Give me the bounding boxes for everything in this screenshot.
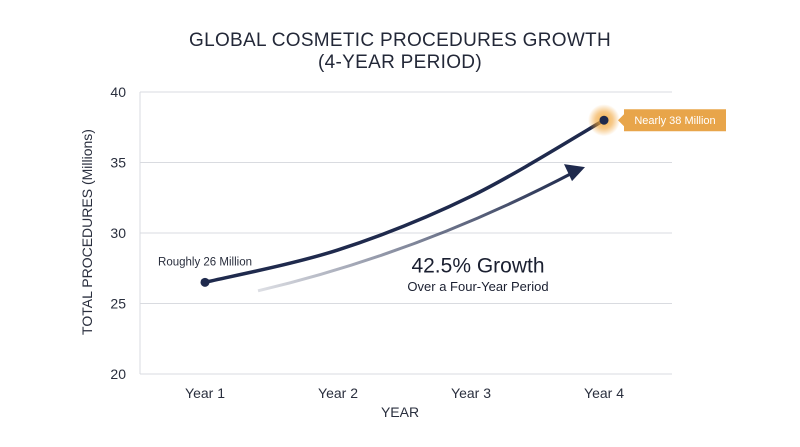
y-tick-label: 30 — [110, 225, 126, 241]
start-data-point — [200, 277, 210, 287]
x-tick-label: Year 4 — [584, 385, 624, 401]
x-tick-label: Year 2 — [318, 385, 358, 401]
end-value-callout: Nearly 38 Million — [618, 109, 726, 132]
y-tick-label: 35 — [110, 155, 126, 171]
y-tick-label: 25 — [110, 296, 126, 312]
end-data-point — [599, 115, 609, 125]
growth-subtext: Over a Four-Year Period — [407, 279, 548, 294]
y-axis-title: TOTAL PROCEDURES (Millions) — [79, 129, 95, 335]
x-tick-label: Year 3 — [451, 385, 491, 401]
chart-title: GLOBAL COSMETIC PROCEDURES GROWTH — [189, 30, 611, 51]
y-tick-label: 20 — [110, 366, 126, 382]
y-tick-label: 40 — [110, 84, 126, 100]
chart-subtitle: (4-YEAR PERIOD) — [318, 52, 482, 73]
growth-arrow — [257, 170, 575, 293]
growth-arrowhead — [564, 164, 585, 182]
x-tick-label: Year 1 — [185, 385, 225, 401]
series-line — [203, 118, 606, 285]
start-value-label: Roughly 26 Million — [158, 256, 252, 268]
end-value-label: Nearly 38 Million — [634, 115, 715, 127]
x-axis-title: YEAR — [381, 404, 419, 420]
growth-headline: 42.5% Growth — [411, 254, 544, 277]
